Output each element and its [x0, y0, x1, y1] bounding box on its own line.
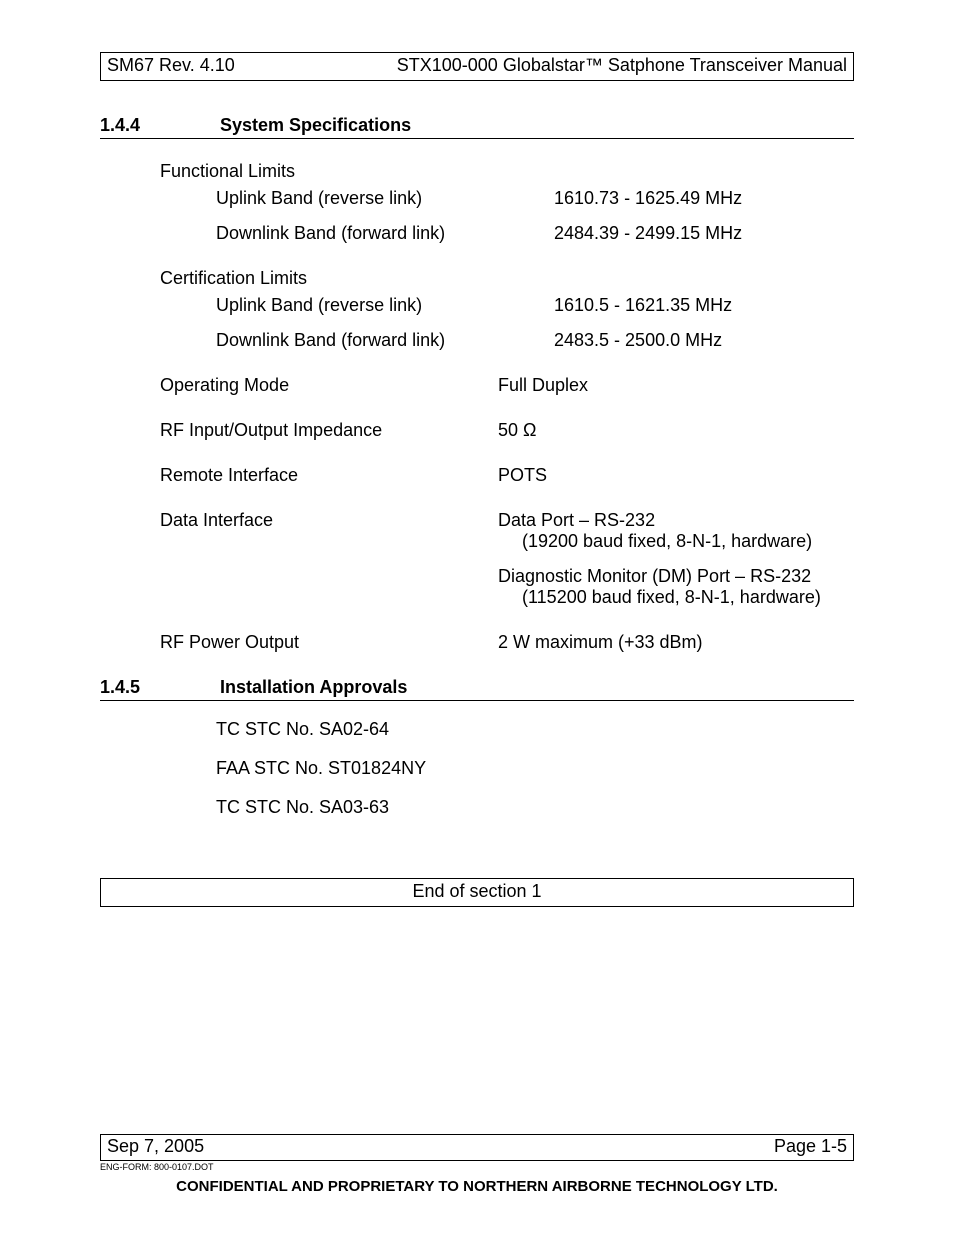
approval-item-1: TC STC No. SA02-64: [216, 719, 854, 740]
spec-block: Functional Limits Uplink Band (reverse l…: [100, 161, 854, 653]
confidential-notice: CONFIDENTIAL AND PROPRIETARY TO NORTHERN…: [100, 1178, 854, 1195]
spec-key: Remote Interface: [160, 465, 498, 486]
dm-port-line1: Diagnostic Monitor (DM) Port – RS-232: [498, 566, 854, 587]
section-header-approvals: 1.4.5 Installation Approvals: [100, 677, 854, 701]
approval-item-3: TC STC No. SA03-63: [216, 797, 854, 818]
spec-row-func-downlink: Downlink Band (forward link) 2484.39 - 2…: [160, 223, 854, 244]
eng-form: ENG-FORM: 800-0107.DOT: [100, 1162, 854, 1172]
spec-value: Full Duplex: [498, 375, 854, 396]
spec-value: 50 Ω: [498, 420, 854, 441]
spec-row-data-interface: Data Interface Data Port – RS-232 (19200…: [160, 510, 854, 552]
spec-value: Data Port – RS-232 (19200 baud fixed, 8-…: [498, 510, 854, 552]
page: SM67 Rev. 4.10 STX100-000 Globalstar™ Sa…: [0, 0, 954, 1235]
section-number: 1.4.4: [100, 115, 220, 136]
cert-limits-label: Certification Limits: [160, 268, 854, 289]
spec-value: 2483.5 - 2500.0 MHz: [554, 330, 854, 351]
spec-key: Uplink Band (reverse link): [160, 188, 554, 209]
data-port-line2: (19200 baud fixed, 8-N-1, hardware): [498, 531, 854, 552]
spec-row-cert-downlink: Downlink Band (forward link) 2483.5 - 25…: [160, 330, 854, 351]
spec-key: Data Interface: [160, 510, 498, 552]
spec-key: Downlink Band (forward link): [160, 223, 554, 244]
spec-key: Operating Mode: [160, 375, 498, 396]
spec-value: 1610.5 - 1621.35 MHz: [554, 295, 854, 316]
spec-key-empty: [160, 566, 498, 608]
footer-date: Sep 7, 2005: [107, 1136, 204, 1157]
footer: Sep 7, 2005 Page 1-5 ENG-FORM: 800-0107.…: [100, 1134, 854, 1195]
header-right: STX100-000 Globalstar™ Satphone Transcei…: [397, 55, 847, 76]
spec-row-remote-interface: Remote Interface POTS: [160, 465, 854, 486]
spec-key: RF Input/Output Impedance: [160, 420, 498, 441]
footer-page: Page 1-5: [774, 1136, 847, 1157]
spec-value: Diagnostic Monitor (DM) Port – RS-232 (1…: [498, 566, 854, 608]
spec-key: RF Power Output: [160, 632, 498, 653]
approval-item-2: FAA STC No. ST01824NY: [216, 758, 854, 779]
header-bar: SM67 Rev. 4.10 STX100-000 Globalstar™ Sa…: [100, 52, 854, 81]
spec-row-rf-impedance: RF Input/Output Impedance 50 Ω: [160, 420, 854, 441]
header-left: SM67 Rev. 4.10: [107, 55, 235, 76]
spec-value: 2484.39 - 2499.15 MHz: [554, 223, 854, 244]
spec-row-dm-port: Diagnostic Monitor (DM) Port – RS-232 (1…: [160, 566, 854, 608]
spec-row-func-uplink: Uplink Band (reverse link) 1610.73 - 162…: [160, 188, 854, 209]
functional-limits-label: Functional Limits: [160, 161, 854, 182]
spec-value: 1610.73 - 1625.49 MHz: [554, 188, 854, 209]
end-of-section-box: End of section 1: [100, 878, 854, 907]
spec-key: Downlink Band (forward link): [160, 330, 554, 351]
section-header-specs: 1.4.4 System Specifications: [100, 115, 854, 139]
spec-value: POTS: [498, 465, 854, 486]
spec-key: Uplink Band (reverse link): [160, 295, 554, 316]
spec-value: 2 W maximum (+33 dBm): [498, 632, 854, 653]
spec-row-cert-uplink: Uplink Band (reverse link) 1610.5 - 1621…: [160, 295, 854, 316]
dm-port-line2: (115200 baud fixed, 8-N-1, hardware): [498, 587, 854, 608]
section-number: 1.4.5: [100, 677, 220, 698]
spec-row-op-mode: Operating Mode Full Duplex: [160, 375, 854, 396]
data-port-line1: Data Port – RS-232: [498, 510, 854, 531]
section-title: Installation Approvals: [220, 677, 407, 698]
spec-row-rf-power: RF Power Output 2 W maximum (+33 dBm): [160, 632, 854, 653]
section-title: System Specifications: [220, 115, 411, 136]
footer-bar: Sep 7, 2005 Page 1-5: [100, 1134, 854, 1161]
